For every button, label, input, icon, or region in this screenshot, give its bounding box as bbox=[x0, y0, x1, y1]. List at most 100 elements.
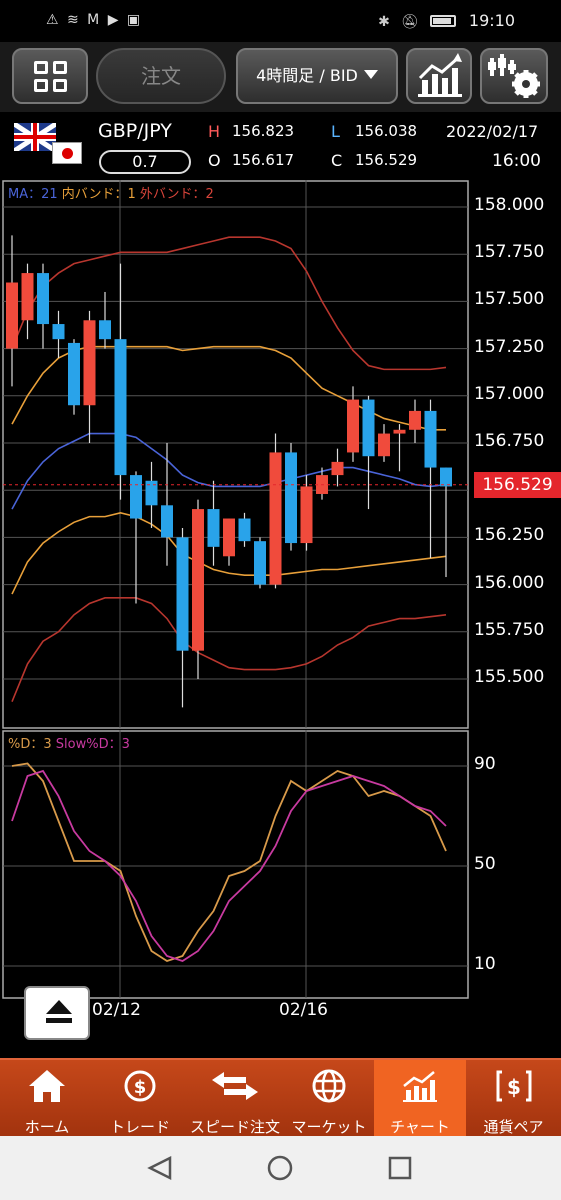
osc-tick-label: 90 bbox=[474, 754, 496, 774]
price-tick-label: 155.500 bbox=[474, 667, 545, 687]
candle-body bbox=[362, 399, 375, 457]
nav-trade-label: トレード bbox=[109, 1118, 170, 1136]
price-tick-label: 157.750 bbox=[474, 242, 545, 263]
ma21-line bbox=[11, 432, 447, 510]
open-value: 156.617 bbox=[232, 151, 295, 169]
layout-grid-button[interactable] bbox=[12, 48, 88, 104]
nav-market[interactable]: マーケット bbox=[284, 1060, 374, 1138]
candle-body bbox=[440, 467, 452, 487]
chart-icon bbox=[403, 1071, 437, 1102]
candle-body bbox=[37, 273, 49, 325]
japan-flag-icon bbox=[52, 142, 82, 164]
android-nav-bar bbox=[0, 1136, 561, 1200]
caret-down-icon bbox=[363, 70, 378, 79]
low-label: L bbox=[331, 122, 340, 141]
candle-body bbox=[176, 537, 189, 651]
price-tick-label: 157.250 bbox=[474, 336, 545, 357]
speed-order-icon bbox=[212, 1072, 258, 1100]
candle-body bbox=[285, 452, 297, 544]
candle-body bbox=[331, 461, 344, 476]
nav-speed-order[interactable]: スピード注文 bbox=[186, 1060, 284, 1138]
legend-ma: MA：21 bbox=[8, 187, 58, 202]
stochastic-legend: %D：3 Slow%D：3 bbox=[8, 733, 130, 752]
order-button[interactable]: 注文 bbox=[96, 48, 226, 104]
osc-tick-label: 50 bbox=[474, 854, 496, 874]
legend-slow-d: Slow%D：3 bbox=[55, 737, 130, 752]
outer-band-upper bbox=[11, 236, 447, 371]
price-tick-label: 156.000 bbox=[474, 572, 545, 593]
recents-icon[interactable] bbox=[388, 1156, 412, 1180]
candle-body bbox=[130, 475, 142, 519]
nav-currency-pair-label: 通貨ペア bbox=[483, 1118, 544, 1136]
candle-body bbox=[393, 429, 406, 434]
indicator-chart-icon bbox=[418, 53, 462, 97]
uk-flag-icon bbox=[14, 123, 56, 151]
nav-home[interactable]: ホーム bbox=[0, 1060, 94, 1138]
nav-speed-order-label: スピード注文 bbox=[189, 1118, 280, 1136]
candle-body bbox=[207, 509, 220, 547]
home-icon bbox=[29, 1070, 65, 1102]
chart-canvas[interactable] bbox=[0, 180, 561, 1030]
period-label: 4時間足 / BID bbox=[256, 66, 358, 85]
candle-body bbox=[6, 282, 18, 349]
close-label: C bbox=[331, 151, 343, 170]
price-tick-label: 157.500 bbox=[474, 289, 545, 310]
current-price-tag: 156.529 bbox=[474, 472, 561, 498]
chart-settings-button[interactable] bbox=[480, 48, 548, 104]
mute-icon: 🔕︎ bbox=[400, 14, 419, 30]
home-circle-icon[interactable] bbox=[267, 1155, 293, 1181]
open-label: O bbox=[208, 151, 221, 170]
bollinger-legend: MA：21 内バンド：1 外バンド：2 bbox=[8, 183, 214, 202]
price-chart[interactable]: MA：21 内バンド：1 外バンド：2 %D：3 Slow%D：3 158.00… bbox=[0, 180, 561, 1040]
low-value: 156.038 bbox=[355, 122, 418, 140]
candle-body bbox=[269, 452, 282, 585]
nav-trade[interactable]: $ トレード bbox=[94, 1060, 186, 1138]
collapse-toggle-button[interactable] bbox=[24, 986, 90, 1040]
x-tick-0216: 02/16 bbox=[279, 1000, 328, 1020]
settings-gear-icon bbox=[488, 54, 540, 98]
outer-band-lower bbox=[11, 597, 447, 702]
nav-chart[interactable]: チャート bbox=[374, 1060, 466, 1138]
indicator-button[interactable] bbox=[406, 48, 472, 104]
status-bar: ⚠ ≋ M ▶ ▣ ✱ 🔕︎ 19:10 bbox=[0, 0, 561, 42]
candle-body bbox=[68, 342, 80, 406]
slow-d-line bbox=[11, 769, 447, 962]
legend-pct-d: %D：3 bbox=[8, 737, 52, 752]
price-panel-frame bbox=[2, 180, 469, 729]
legend-inner-band: 内バンド：1 bbox=[61, 187, 136, 202]
x-tick-0212: 02/12 bbox=[92, 1000, 141, 1020]
candle-body bbox=[83, 320, 96, 406]
price-tick-label: 156.750 bbox=[474, 431, 545, 451]
clock: 19:10 bbox=[468, 11, 515, 30]
price-tick-label: 156.250 bbox=[474, 525, 545, 546]
nav-market-label: マーケット bbox=[291, 1118, 367, 1136]
candle-body bbox=[300, 486, 313, 544]
osc-tick-label: 10 bbox=[474, 954, 496, 974]
battery-icon bbox=[429, 15, 456, 27]
nav-chart-label: チャート bbox=[390, 1118, 450, 1136]
candle-body bbox=[409, 410, 421, 430]
nav-currency-pair[interactable]: $ 通貨ペア bbox=[466, 1060, 561, 1138]
candle-body bbox=[223, 518, 235, 557]
grid-icon bbox=[34, 61, 68, 93]
back-icon[interactable] bbox=[147, 1155, 172, 1181]
candle-body bbox=[347, 399, 359, 453]
candle-body bbox=[52, 324, 65, 340]
inner-band-lower bbox=[11, 512, 447, 595]
candle-body bbox=[378, 433, 390, 457]
candle-body bbox=[99, 320, 111, 340]
legend-outer-band: 外バンド：2 bbox=[139, 187, 214, 202]
close-value: 156.529 bbox=[355, 151, 418, 169]
oscillator-panel-frame bbox=[2, 730, 469, 999]
price-tick-label: 158.000 bbox=[474, 195, 545, 215]
high-value: 156.823 bbox=[232, 122, 295, 140]
candle-date: 2022/02/17 bbox=[446, 122, 539, 141]
candle-body bbox=[21, 273, 34, 321]
candle-body bbox=[254, 541, 266, 585]
android-nav-icons bbox=[147, 1155, 412, 1181]
pair-name[interactable]: GBP/JPY bbox=[98, 120, 172, 142]
bluetooth-icon: ✱ bbox=[378, 14, 390, 30]
notification-icons: ⚠ ≋ M ▶ ▣ bbox=[46, 12, 143, 28]
period-select[interactable]: 4時間足 / BID bbox=[236, 48, 398, 104]
candle-body bbox=[145, 480, 158, 506]
